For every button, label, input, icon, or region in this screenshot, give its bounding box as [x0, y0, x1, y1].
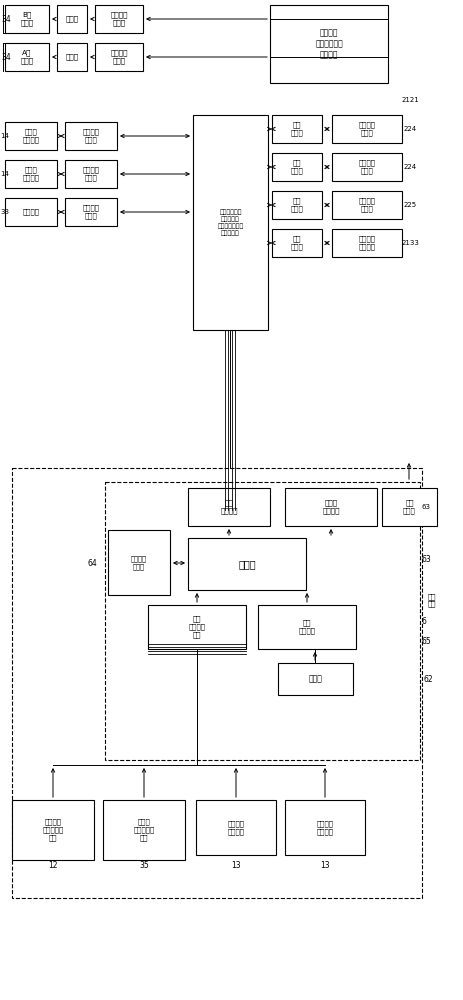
- Bar: [5, 198, 57, 226]
- Bar: [105, 482, 420, 760]
- Text: 车体侧向
测距传感器
阵列: 车体侧向 测距传感器 阵列: [43, 819, 63, 841]
- Bar: [5, 122, 57, 150]
- Text: 信号
采集编码
电路: 信号 采集编码 电路: [188, 616, 206, 638]
- Text: 翻臂倾仰
液压缸: 翻臂倾仰 液压缸: [358, 160, 375, 174]
- Text: 14: 14: [0, 171, 9, 177]
- Bar: [272, 229, 322, 257]
- Text: 流量计: 流量计: [65, 54, 79, 60]
- Text: 滚刷马达: 滚刷马达: [23, 209, 39, 215]
- Bar: [193, 115, 268, 330]
- Text: 电磁
换向阀: 电磁 换向阀: [291, 160, 303, 174]
- Bar: [108, 530, 170, 595]
- Text: 34: 34: [1, 52, 11, 62]
- Bar: [148, 605, 246, 649]
- Text: 64: 64: [88, 558, 98, 568]
- Bar: [5, 5, 49, 33]
- Text: 63: 63: [422, 504, 431, 510]
- Text: 单片机: 单片机: [238, 559, 256, 569]
- Bar: [272, 153, 322, 181]
- Text: 电磁流量
控制阀: 电磁流量 控制阀: [110, 50, 128, 64]
- Text: 流量计: 流量计: [65, 16, 79, 22]
- Bar: [285, 800, 365, 855]
- Bar: [188, 538, 306, 590]
- Text: 225: 225: [404, 202, 417, 208]
- Bar: [272, 115, 322, 143]
- Text: 电磁流量
控制阀: 电磁流量 控制阀: [110, 12, 128, 26]
- Text: 电磁比例
换向阀: 电磁比例 换向阀: [82, 129, 100, 143]
- Text: 63: 63: [422, 556, 432, 564]
- Text: 34: 34: [1, 14, 11, 23]
- Text: 左侧履带
测速装置: 左侧履带 测速装置: [227, 820, 244, 835]
- Bar: [95, 43, 143, 71]
- Bar: [332, 115, 402, 143]
- Bar: [65, 160, 117, 188]
- Text: 35: 35: [139, 860, 149, 869]
- Text: 触控液晶
显示屏: 触控液晶 显示屏: [131, 555, 147, 570]
- Bar: [332, 229, 402, 257]
- Text: 主骨倾仰
液压缸: 主骨倾仰 液压缸: [358, 122, 375, 136]
- Bar: [196, 800, 276, 855]
- Text: 65: 65: [422, 637, 432, 646]
- Text: 电磁
换向阀: 电磁 换向阀: [291, 198, 303, 212]
- Text: 操作
输入电路: 操作 输入电路: [299, 620, 315, 634]
- Text: 主控
模块: 主控 模块: [428, 593, 436, 607]
- Bar: [57, 43, 87, 71]
- Bar: [272, 191, 322, 219]
- Text: 供水组件
（包括水箱、
水泵等）: 供水组件 （包括水箱、 水泵等）: [315, 28, 343, 60]
- Text: 62: 62: [424, 676, 434, 684]
- Bar: [65, 122, 117, 150]
- Bar: [278, 663, 353, 695]
- Bar: [188, 488, 270, 526]
- Text: 功率
输出电路: 功率 输出电路: [220, 500, 238, 514]
- Text: 操作件: 操作件: [308, 674, 322, 684]
- Bar: [332, 191, 402, 219]
- Bar: [12, 800, 94, 860]
- Text: 电磁
换向阀: 电磁 换向阀: [291, 122, 303, 136]
- Bar: [95, 5, 143, 33]
- Text: 右侧履带
测速装置: 右侧履带 测速装置: [317, 820, 333, 835]
- Text: 信号与
输出电路: 信号与 输出电路: [322, 500, 340, 514]
- Bar: [65, 198, 117, 226]
- Text: 电磁比例
换向阀: 电磁比例 换向阀: [82, 167, 100, 181]
- Bar: [5, 160, 57, 188]
- Text: 左履带
行走马达: 左履带 行走马达: [23, 129, 39, 143]
- Text: 2133: 2133: [402, 240, 420, 246]
- Text: 2121: 2121: [402, 97, 420, 103]
- Text: B侧
喷水件: B侧 喷水件: [20, 12, 33, 26]
- Text: 信息
反馈件: 信息 反馈件: [403, 500, 416, 514]
- Bar: [103, 800, 185, 860]
- Text: 右履带
行走马达: 右履带 行走马达: [23, 167, 39, 181]
- Text: 13: 13: [231, 860, 241, 869]
- Bar: [12, 468, 422, 898]
- Bar: [332, 153, 402, 181]
- Text: 清洗头
测距传感器
阵列: 清洗头 测距传感器 阵列: [133, 819, 155, 841]
- Text: 12: 12: [48, 860, 58, 869]
- Text: 电磁比例
换向阀: 电磁比例 换向阀: [82, 205, 100, 219]
- Text: 底盘回转
液压马达: 底盘回转 液压马达: [358, 236, 375, 250]
- Bar: [57, 5, 87, 33]
- Text: 224: 224: [404, 126, 417, 132]
- Bar: [5, 43, 49, 71]
- Bar: [258, 605, 356, 649]
- Bar: [382, 488, 437, 526]
- Text: 33: 33: [0, 209, 9, 215]
- Text: 液压供油组件
（包括液压
油箱、液压泵、
液流阀等）: 液压供油组件 （包括液压 油箱、液压泵、 液流阀等）: [217, 209, 244, 236]
- Text: 14: 14: [0, 133, 9, 139]
- Text: A侧
喷水件: A侧 喷水件: [20, 50, 33, 64]
- Text: 13: 13: [320, 860, 330, 869]
- Bar: [285, 488, 377, 526]
- Text: 224: 224: [404, 164, 417, 170]
- Bar: [270, 5, 388, 83]
- Text: 电磁
换向阀: 电磁 换向阀: [291, 236, 303, 250]
- Text: 6: 6: [422, 616, 427, 626]
- Text: 底盘横移
液压缸: 底盘横移 液压缸: [358, 198, 375, 212]
